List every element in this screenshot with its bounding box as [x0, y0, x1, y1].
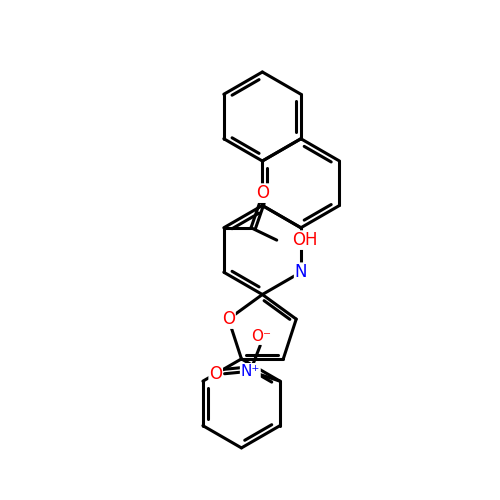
Text: O⁻: O⁻ — [251, 329, 271, 344]
Text: O: O — [256, 184, 269, 202]
Text: O: O — [222, 310, 235, 328]
Text: N: N — [294, 263, 307, 281]
Text: O: O — [209, 364, 222, 382]
Text: OH: OH — [292, 231, 318, 249]
Text: N⁺: N⁺ — [240, 364, 260, 379]
